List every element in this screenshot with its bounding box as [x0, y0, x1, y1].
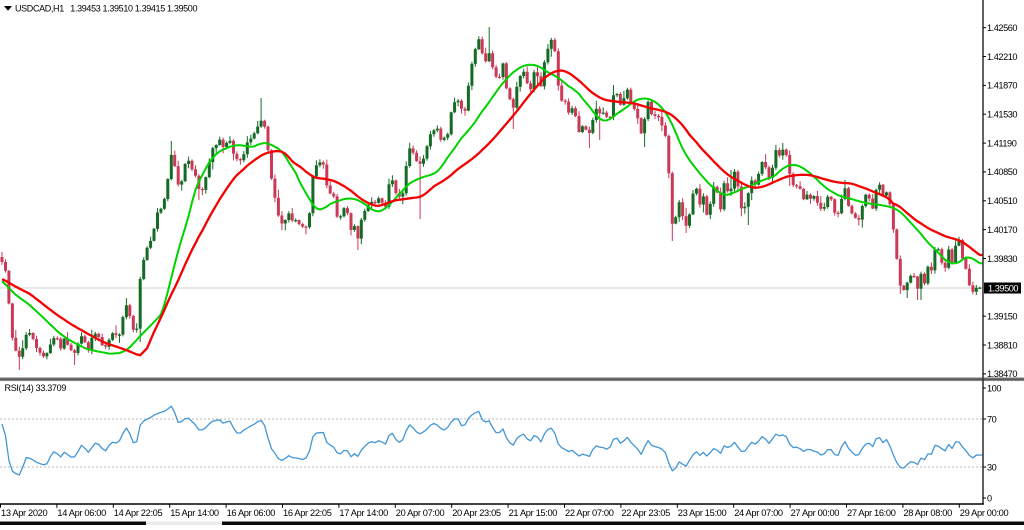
svg-text:1.39150: 1.39150: [987, 312, 1017, 322]
svg-text:USDCAD,H1 1.39453 1.39510 1.: USDCAD,H1 1.39453 1.39510 1.39415 1.3950…: [15, 4, 197, 14]
svg-text:1.41870: 1.41870: [987, 81, 1017, 91]
svg-text:23 Apr 15:00: 23 Apr 15:00: [678, 508, 727, 518]
svg-text:22 Apr 07:00: 22 Apr 07:00: [565, 508, 614, 518]
svg-text:1.38810: 1.38810: [987, 340, 1017, 350]
svg-text:100: 100: [987, 383, 1001, 393]
svg-text:1.41530: 1.41530: [987, 110, 1017, 120]
svg-text:14 Apr 22:05: 14 Apr 22:05: [114, 508, 163, 518]
svg-text:20 Apr 23:05: 20 Apr 23:05: [452, 508, 501, 518]
svg-text:RSI(14) 33.3709: RSI(14) 33.3709: [5, 383, 67, 393]
svg-text:0: 0: [987, 493, 992, 503]
svg-text:1.41190: 1.41190: [987, 138, 1017, 148]
svg-text:24 Apr 07:00: 24 Apr 07:00: [734, 508, 783, 518]
svg-text:27 Apr 16:00: 27 Apr 16:00: [847, 508, 896, 518]
svg-text:27 Apr 00:00: 27 Apr 00:00: [791, 508, 840, 518]
svg-text:1.39500: 1.39500: [988, 284, 1018, 294]
svg-text:15 Apr 14:00: 15 Apr 14:00: [170, 508, 219, 518]
svg-text:14 Apr 06:00: 14 Apr 06:00: [57, 508, 106, 518]
svg-text:1.42210: 1.42210: [987, 52, 1017, 62]
svg-text:1.39830: 1.39830: [987, 254, 1017, 264]
svg-text:13 Apr 2020: 13 Apr 2020: [1, 508, 47, 518]
svg-text:29 Apr 00:00: 29 Apr 00:00: [960, 508, 1009, 518]
svg-text:1.40170: 1.40170: [987, 225, 1017, 235]
svg-text:70: 70: [987, 414, 997, 424]
svg-text:1.40850: 1.40850: [987, 167, 1017, 177]
svg-text:28 Apr 08:00: 28 Apr 08:00: [903, 508, 952, 518]
svg-text:22 Apr 23:05: 22 Apr 23:05: [621, 508, 670, 518]
svg-text:1.42560: 1.42560: [987, 23, 1017, 33]
svg-text:16 Apr 06:00: 16 Apr 06:00: [227, 508, 276, 518]
svg-text:1.40510: 1.40510: [987, 196, 1017, 206]
svg-text:21 Apr 15:00: 21 Apr 15:00: [509, 508, 558, 518]
svg-text:16 Apr 22:05: 16 Apr 22:05: [283, 508, 332, 518]
svg-text:20 Apr 07:00: 20 Apr 07:00: [396, 508, 445, 518]
svg-text:1.38470: 1.38470: [987, 369, 1017, 379]
svg-text:30: 30: [987, 462, 997, 472]
svg-text:17 Apr 14:00: 17 Apr 14:00: [339, 508, 388, 518]
